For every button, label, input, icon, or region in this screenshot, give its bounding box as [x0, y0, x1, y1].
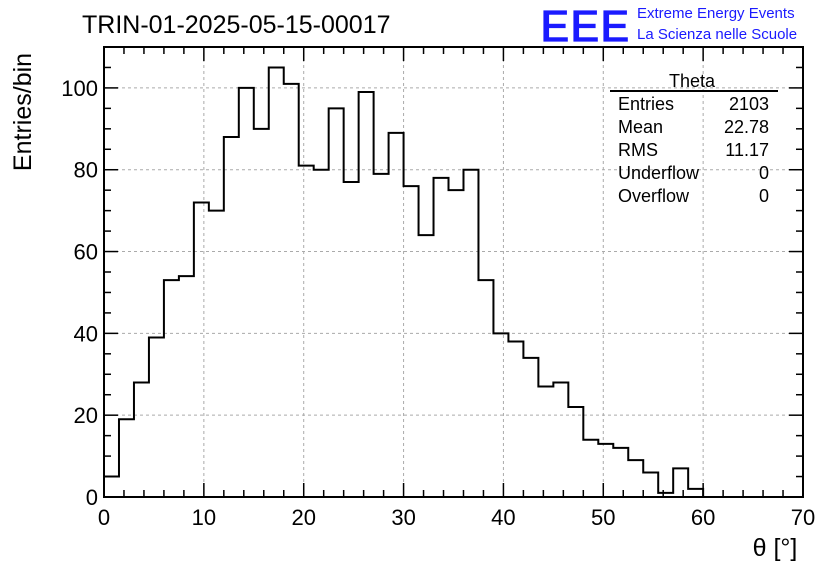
- x-tick-label: 70: [791, 505, 815, 530]
- y-tick-label: 0: [86, 485, 98, 510]
- x-tick-label: 20: [291, 505, 315, 530]
- stats-box: Theta Entries 2103 Mean 22.78 RMS 11.17 …: [610, 71, 778, 206]
- histogram-bin: [344, 182, 359, 497]
- stats-value: 2103: [729, 94, 769, 114]
- x-tick-label: 60: [691, 505, 715, 530]
- histogram-bin: [538, 387, 553, 497]
- stats-label: Overflow: [618, 186, 690, 206]
- histogram-outline: [103, 66, 803, 498]
- x-tick-label: 50: [591, 505, 615, 530]
- stats-title: Theta: [669, 71, 716, 91]
- histogram-bin: [434, 178, 449, 497]
- histogram-bin: [134, 382, 149, 497]
- y-axis-label: Entries/bin: [9, 53, 37, 171]
- y-tick-label: 20: [74, 403, 98, 428]
- grid-lines: [104, 47, 803, 497]
- stats-label: Entries: [618, 94, 674, 114]
- histogram-bin: [673, 468, 688, 497]
- histogram-bin: [688, 489, 703, 497]
- histogram-bin: [269, 67, 284, 497]
- histogram-bin: [419, 235, 434, 497]
- x-axis-label: θ [°]: [753, 534, 798, 562]
- y-tick-label: 100: [61, 76, 98, 101]
- histogram-bin: [119, 419, 134, 497]
- logo-mark: EEE: [540, 0, 630, 52]
- stats-value: 0: [759, 186, 769, 206]
- tick-labels: 0 10 20 30 40 50 60 70 0 20 40 60 80 100: [61, 76, 815, 530]
- histogram-bin: [284, 84, 299, 497]
- histogram-bin: [194, 202, 209, 497]
- y-tick-label: 60: [74, 240, 98, 265]
- stats-label: RMS: [618, 140, 658, 160]
- stats-row: Entries 2103: [618, 94, 769, 114]
- eee-logo: EEE Extreme Energy Events La Scienza nel…: [540, 0, 798, 52]
- histogram-bin: [613, 448, 628, 497]
- stats-value: 0: [759, 163, 769, 183]
- y-tick-label: 40: [74, 321, 98, 346]
- histogram-bin: [449, 190, 464, 497]
- stats-row: Overflow 0: [618, 186, 769, 206]
- histogram-bin: [209, 211, 224, 497]
- histogram-bin: [179, 276, 194, 497]
- histogram-bin: [478, 280, 493, 497]
- x-tick-label: 10: [192, 505, 216, 530]
- histogram-bin: [643, 472, 658, 497]
- stats-value: 22.78: [724, 117, 769, 137]
- histogram-bin: [239, 88, 254, 497]
- plot-frame: [103, 46, 804, 498]
- logo-line2: La Scienza nelle Scuole: [637, 26, 797, 43]
- histogram-bin: [553, 382, 568, 497]
- histogram-bin: [254, 129, 269, 497]
- stats-row: RMS 11.17: [618, 140, 769, 160]
- histogram-bin: [628, 460, 643, 497]
- histogram-bin: [598, 444, 613, 497]
- histogram-bin: [523, 358, 538, 497]
- histogram-bin: [404, 186, 419, 497]
- histogram-bin: [329, 108, 344, 497]
- histogram-bin: [224, 137, 239, 497]
- histogram-bin: [583, 440, 598, 497]
- x-tick-label: 40: [491, 505, 515, 530]
- x-tick-label: 0: [98, 505, 110, 530]
- stats-label: Mean: [618, 117, 663, 137]
- stats-row: Mean 22.78: [618, 117, 769, 137]
- histogram-bin: [299, 166, 314, 497]
- histogram-bin: [508, 342, 523, 497]
- histogram-bin: [359, 92, 374, 497]
- stats-value: 11.17: [725, 140, 769, 160]
- histogram-bin: [568, 407, 583, 497]
- histogram-bin: [164, 280, 179, 497]
- stats-row: Underflow 0: [618, 163, 769, 183]
- histogram-bin: [389, 133, 404, 497]
- histogram-bin: [374, 174, 389, 497]
- x-tick-label: 30: [391, 505, 415, 530]
- stats-label: Underflow: [618, 163, 700, 183]
- chart-title: TRIN-01-2025-05-15-00017: [82, 11, 391, 39]
- logo-line1: Extreme Energy Events: [637, 5, 795, 22]
- histogram-bin: [104, 477, 119, 497]
- histogram-bin: [149, 337, 164, 497]
- y-tick-label: 80: [74, 158, 98, 183]
- axis-ticks: [103, 46, 804, 498]
